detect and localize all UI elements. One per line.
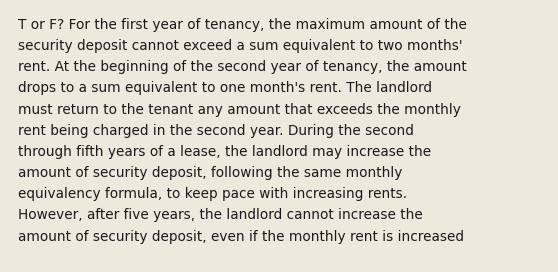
Text: T or F? For the first year of tenancy, the maximum amount of the
security deposi: T or F? For the first year of tenancy, t…	[18, 18, 467, 243]
